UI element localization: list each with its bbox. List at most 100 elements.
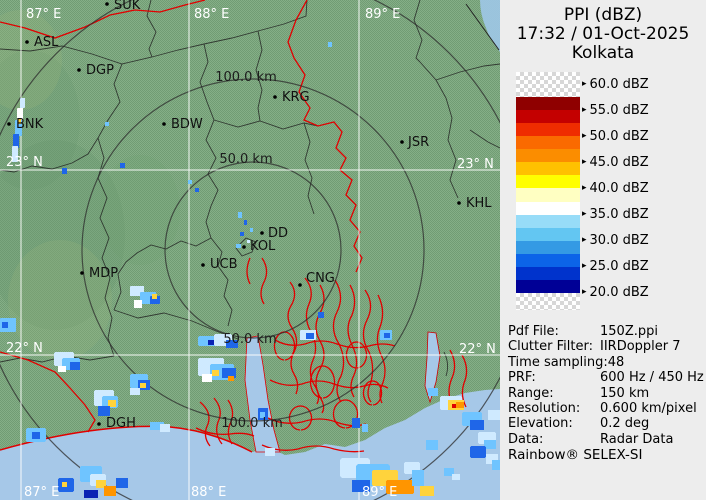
radar-echo-layer [0,42,504,498]
colorbar-band-below-min [516,292,580,310]
colorbar-band-above-max [516,72,580,97]
metadata-row: PRF: 600 Hz / 450 Hz [508,370,704,385]
tick-label: 35.0 dBZ [589,206,649,222]
echo-cluster-sundarbans-east [426,388,502,458]
lon-label-87e-top: 87° E [26,7,61,22]
ring-labels: 100.0 km 50.0 km 50.0 km 100.0 km [215,70,283,431]
latlon-grid [0,0,500,500]
metadata-label: Pdf File: [508,324,559,339]
colorbar-band [516,97,580,111]
metadata-row: Clutter Filter: IIRDoppler 7 [508,339,704,354]
tick-label: 50.0 dBZ [589,128,649,144]
ring-label-100-bottom: 100.0 km [221,416,283,431]
metadata-row: Range: 150 km [508,386,704,401]
colorbar-tick: ▸ 50.0 dBZ [582,128,649,144]
metadata-row: Pdf File: 150Z.ppi [508,324,704,339]
lon-label-88e-bottom: 88° E [191,485,226,500]
metadata-label: Data: [508,431,544,447]
colorbar-band [516,240,580,254]
lon-label-89e-top: 89° E [365,7,400,22]
echo-cluster-sea-west [58,466,128,498]
town-dot [242,245,246,249]
town-label: KHL [466,196,492,211]
metadata-label: Resolution: [508,400,581,416]
colorbar-band [516,136,580,150]
graticule-labels: 87° E 88° E 89° E 87° E 88° E 89° E 23° … [6,7,496,500]
metadata-label: Range: [508,385,554,401]
town-label: KOL [250,239,276,254]
metadata-row: Data: Radar Data [508,432,704,447]
tick-label: 30.0 dBZ [589,232,649,248]
town-dot [77,68,81,72]
tick-label: 25.0 dBZ [589,258,649,274]
colorbar-band [516,227,580,241]
tick-label: 60.0 dBZ [589,76,649,92]
tick-arrow-icon: ▸ [582,287,587,298]
metadata-label: Clutter Filter: [508,339,593,355]
town-label: KRG [282,90,310,105]
town-label: DD [268,226,288,241]
colorbar-band [516,175,580,189]
tick-arrow-icon: ▸ [582,183,587,194]
district-boundaries [0,0,501,377]
tick-label: 40.0 dBZ [589,180,649,196]
tick-label: 20.0 dBZ [589,284,649,300]
colorbar-band [516,266,580,280]
colorbar-band [516,214,580,228]
tick-arrow-icon: ▸ [582,209,587,220]
lon-label-87e-bottom: 87° E [24,485,59,500]
colorbar-tick: ▸ 60.0 dBZ [582,76,649,92]
town-markers: SUK ASL DGP KRG BDW BNK JSR KHL MDP DD K… [7,0,492,431]
town-dot [298,283,302,287]
colorbar-band [516,279,580,293]
colorbar-tick: ▸ 30.0 dBZ [582,232,649,248]
dbz-colorbar [516,72,580,310]
town-dot [25,40,29,44]
title-block: PPI (dBZ) 17:32 / 01-Oct-2025 Kolkata [500,6,706,63]
town-dot [105,2,109,6]
town-dot [201,263,205,267]
colorbar-tick: ▸ 40.0 dBZ [582,180,649,196]
metadata-value: 0.2 deg [600,416,650,432]
tick-arrow-icon: ▸ [582,157,587,168]
red-boundaries-rivers [0,0,468,453]
timestamp: 17:32 / 01-Oct-2025 [516,24,690,44]
lat-label-22n-left: 22° N [6,341,43,356]
lat-label-23n-left: 23° N [6,155,43,170]
colorbar-tick: ▸ 20.0 dBZ [582,284,649,300]
colorbar-band [516,188,580,202]
colorbar-tick: ▸ 25.0 dBZ [582,258,649,274]
lat-label-22n-right: 22° N [459,342,496,357]
town-dot [273,95,277,99]
radar-map-image: 100.0 km 50.0 km 50.0 km 100.0 km 87° E … [0,0,532,500]
lon-label-88e-top: 88° E [194,7,229,22]
tick-arrow-icon: ▸ [582,235,587,246]
colorbar-tick: ▸ 45.0 dBZ [582,154,649,170]
town-dot [80,271,84,275]
echo-cluster-coastal [0,318,238,442]
metadata-row: Time sampling: 48 [508,355,704,370]
colorbar-band [516,201,580,215]
town-dot [400,140,404,144]
town-label: BDW [171,117,203,132]
software-brand: Rainbow® SELEX-SI [508,447,643,463]
town-label: DGH [106,416,136,431]
echo-cluster-west-streak [12,98,25,162]
metadata-row: Resolution: 0.600 km/pixel [508,401,704,416]
town-label: BNK [16,117,44,132]
town-label: ASL [34,35,59,50]
town-dot [457,201,461,205]
town-dot [7,122,11,126]
colorbar-band [516,110,580,124]
colorbar-tick: ▸ 55.0 dBZ [582,102,649,118]
colorbar-band [516,123,580,137]
town-dot [97,422,101,426]
tick-label: 45.0 dBZ [589,154,649,170]
hooghly-estuary [244,335,281,453]
tick-label: 55.0 dBZ [589,102,649,118]
town-dot [162,122,166,126]
metadata-value: 48 [607,354,625,370]
metadata-label: Elevation: [508,416,573,432]
lat-label-23n-right: 23° N [457,157,494,172]
